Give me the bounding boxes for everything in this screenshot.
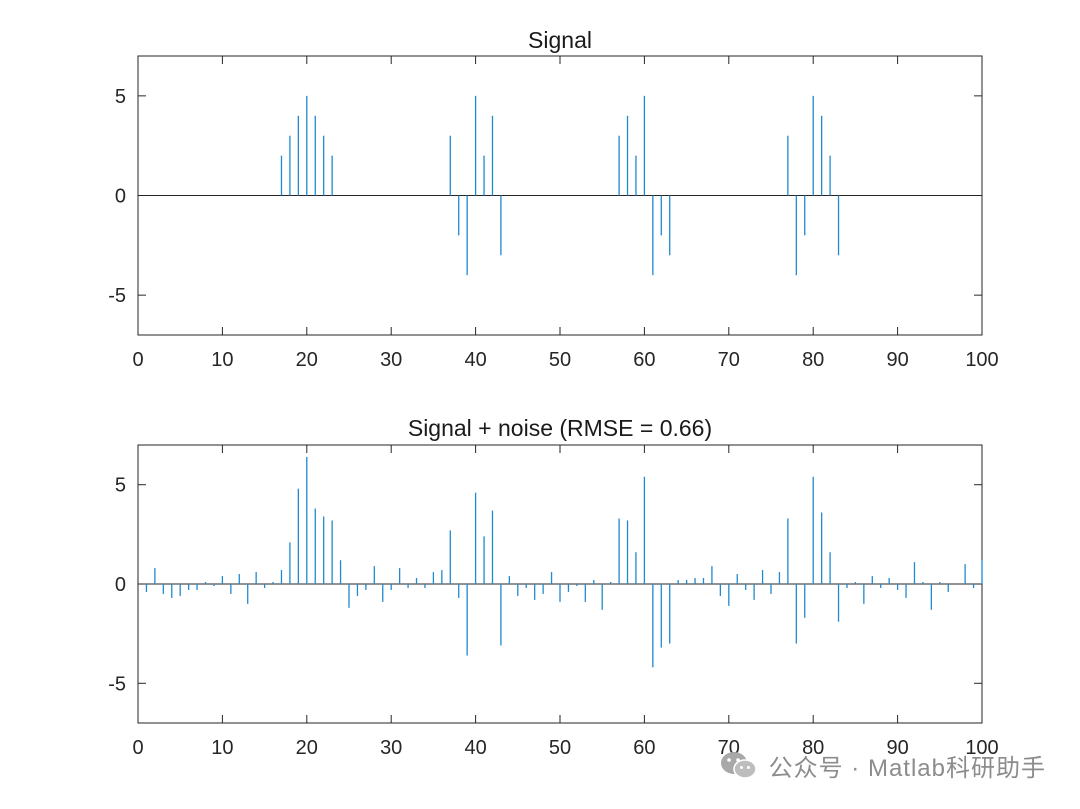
x-tick-label: 60 — [633, 349, 655, 371]
x-tick-label: 0 — [132, 349, 143, 371]
y-tick-label: -5 — [108, 673, 126, 695]
x-tick-label: 30 — [380, 737, 402, 759]
watermark: 公众号 · Matlab科研助手 — [719, 748, 1046, 783]
x-tick-label: 50 — [549, 349, 571, 371]
x-tick-label: 0 — [132, 737, 143, 759]
x-tick-label: 100 — [965, 349, 998, 371]
y-tick-label: 0 — [115, 574, 126, 596]
y-tick-label: 5 — [115, 86, 126, 108]
x-tick-label: 90 — [886, 349, 908, 371]
x-tick-label: 90 — [886, 737, 908, 759]
x-tick-label: 20 — [296, 349, 318, 371]
x-tick-label: 80 — [802, 737, 824, 759]
y-tick-label: -5 — [108, 285, 126, 307]
x-tick-label: 40 — [464, 737, 486, 759]
x-tick-label: 10 — [211, 349, 233, 371]
wechat-icon — [720, 751, 757, 779]
y-tick-label: 0 — [115, 186, 126, 208]
x-tick-label: 10 — [211, 737, 233, 759]
chart-title: Signal — [528, 27, 592, 53]
x-tick-label: 70 — [718, 349, 740, 371]
x-tick-label: 40 — [464, 349, 486, 371]
x-tick-label: 60 — [633, 737, 655, 759]
watermark-text: 公众号 · Matlab科研助手 — [768, 755, 1046, 782]
x-tick-label: 50 — [549, 737, 571, 759]
x-tick-label: 30 — [380, 349, 402, 371]
x-tick-label: 100 — [965, 737, 998, 759]
y-tick-label: 5 — [115, 475, 126, 497]
chart-title: Signal + noise (RMSE = 0.66) — [408, 415, 712, 441]
x-tick-label: 80 — [802, 349, 824, 371]
noisy-signal-plot: Signal + noise (RMSE = 0.66)0 10 20 30 40 50 6… — [108, 415, 998, 759]
x-tick-label: 20 — [296, 737, 318, 759]
signal-plot: Signal 0 10 20 30 40 50 60 70 80 90 100 -5 0 5 — [108, 27, 998, 371]
